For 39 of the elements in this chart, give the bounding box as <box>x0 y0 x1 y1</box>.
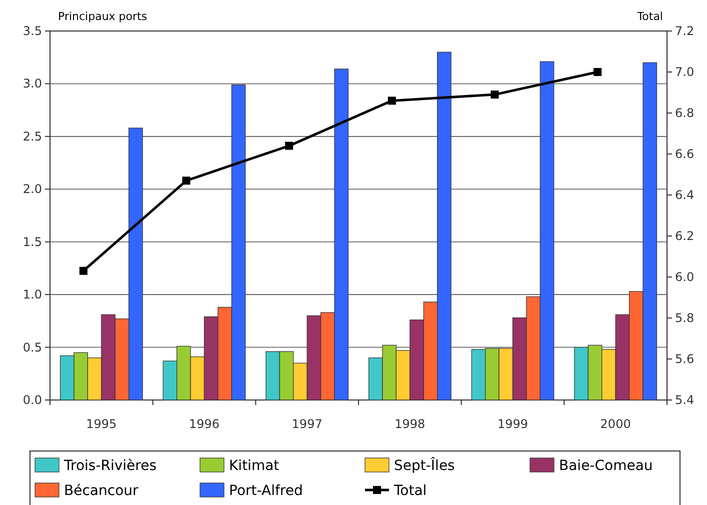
y2-tick-label: 5.4 <box>675 393 694 407</box>
y-tick-label: 0.0 <box>22 393 42 407</box>
legend-label: Total <box>393 483 427 499</box>
point <box>388 96 396 105</box>
point <box>594 68 602 76</box>
legend-label: Bécancour <box>64 483 139 499</box>
y-tick-label: 1.5 <box>22 234 42 249</box>
point <box>79 266 88 275</box>
y-tick-label: 2.5 <box>22 129 42 144</box>
y2-tick-label: 5.6 <box>675 352 694 366</box>
y2-tick-label: 7.2 <box>675 24 694 38</box>
x-tick-label: 1995 <box>86 417 117 431</box>
point <box>490 90 499 99</box>
y2-tick-label: 7.0 <box>675 65 694 79</box>
y2-tick-label: 6.0 <box>675 270 694 284</box>
point <box>285 142 294 150</box>
legend-label: Baie-Comeau <box>559 458 653 474</box>
legend-label: Trois-Rivières <box>63 458 157 474</box>
y2-tick-label: 6.2 <box>675 229 694 243</box>
y-tick-label: 3.0 <box>22 76 42 91</box>
x-tick-label: 1999 <box>497 417 528 431</box>
y2-tick-label: 5.8 <box>675 311 694 325</box>
y2-tick-label: 6.4 <box>675 188 694 202</box>
legend-label: Sept-Îles <box>394 457 455 474</box>
x-tick-label: 2000 <box>600 417 631 431</box>
y-axis-title: Principaux ports <box>58 10 148 23</box>
y-tick-label: 1.0 <box>22 288 42 302</box>
x-tick-label: 1997 <box>292 417 322 431</box>
y-tick-label: 3.5 <box>22 24 42 38</box>
point <box>182 176 190 185</box>
legend-label: Port-Alfred <box>229 483 303 499</box>
y2-tick-label: 6.8 <box>675 106 694 120</box>
y-tick-label: 0.5 <box>22 340 42 354</box>
legend-label: Kitimat <box>229 458 280 474</box>
x-tick-label: 1996 <box>188 417 220 431</box>
y-tick-label: 2.0 <box>22 182 42 196</box>
y2-axis-title: Total <box>636 10 663 23</box>
x-tick-label: 1998 <box>394 417 426 431</box>
y2-tick-label: 6.6 <box>675 147 694 161</box>
